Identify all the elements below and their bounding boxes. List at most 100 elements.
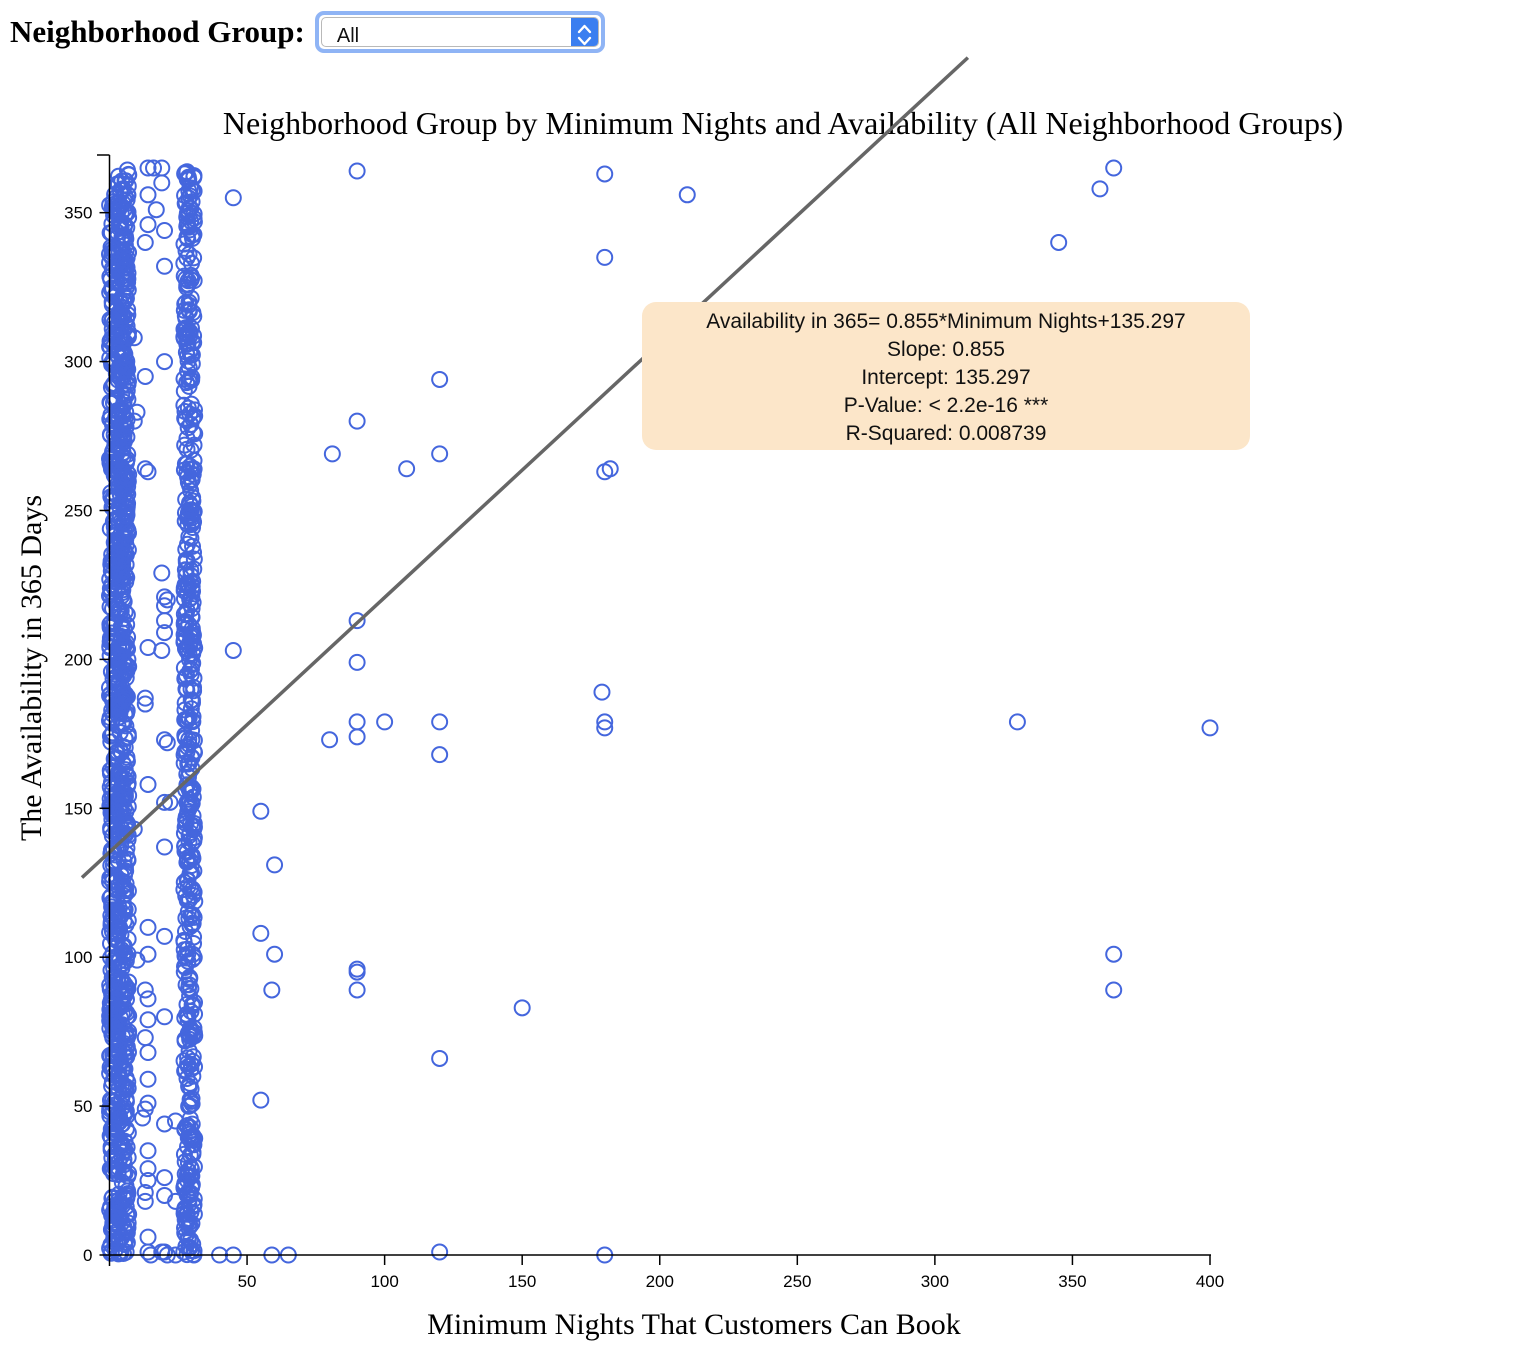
data-point bbox=[116, 236, 134, 254]
data-point bbox=[136, 1029, 154, 1047]
data-point bbox=[147, 201, 165, 219]
data-point bbox=[177, 566, 195, 584]
y-tick-label: 250 bbox=[64, 501, 92, 520]
data-point bbox=[106, 1124, 124, 1142]
data-point bbox=[321, 731, 339, 749]
data-point bbox=[176, 1009, 194, 1027]
data-point bbox=[431, 713, 449, 731]
data-point bbox=[185, 182, 203, 200]
data-point bbox=[105, 203, 123, 221]
data-point bbox=[181, 969, 199, 987]
data-point bbox=[184, 626, 202, 644]
data-point bbox=[177, 815, 195, 833]
data-point bbox=[1050, 233, 1068, 251]
data-point bbox=[156, 838, 174, 856]
data-point bbox=[182, 783, 200, 801]
data-point bbox=[114, 638, 132, 656]
data-point bbox=[179, 577, 197, 595]
data-point bbox=[101, 980, 119, 998]
data-point bbox=[180, 528, 198, 546]
data-point bbox=[252, 802, 270, 820]
data-point bbox=[176, 186, 194, 204]
data-point bbox=[179, 399, 197, 417]
data-point bbox=[184, 915, 202, 933]
data-point bbox=[175, 1052, 193, 1070]
updown-chevron-icon[interactable] bbox=[570, 18, 598, 46]
data-point bbox=[156, 731, 174, 749]
data-point bbox=[104, 310, 122, 328]
data-point bbox=[266, 945, 284, 963]
data-point bbox=[104, 376, 122, 394]
y-tick-label: 300 bbox=[64, 353, 92, 372]
data-point bbox=[116, 266, 134, 284]
data-point bbox=[116, 824, 134, 842]
data-point bbox=[115, 1061, 133, 1079]
data-point bbox=[183, 1136, 201, 1154]
data-point bbox=[119, 725, 137, 743]
data-point bbox=[156, 1243, 174, 1261]
data-point bbox=[139, 775, 157, 793]
data-point bbox=[102, 841, 120, 859]
data-point bbox=[102, 1242, 120, 1260]
y-tick-label: 0 bbox=[83, 1246, 92, 1265]
y-tick-label: 200 bbox=[64, 650, 92, 669]
data-point bbox=[103, 867, 121, 885]
data-point bbox=[176, 403, 194, 421]
data-point bbox=[106, 1151, 124, 1169]
data-point bbox=[348, 653, 366, 671]
data-point bbox=[139, 1011, 157, 1029]
x-tick-label: 200 bbox=[646, 1272, 674, 1291]
data-point bbox=[182, 254, 200, 272]
data-point bbox=[106, 928, 124, 946]
data-point bbox=[109, 960, 127, 978]
data-point bbox=[125, 329, 143, 347]
data-point bbox=[185, 408, 203, 426]
data-point bbox=[184, 951, 202, 969]
data-point bbox=[139, 1172, 157, 1190]
data-point bbox=[184, 694, 202, 712]
data-point bbox=[180, 218, 198, 236]
data-point bbox=[182, 271, 200, 289]
data-point bbox=[119, 1214, 137, 1232]
data-point bbox=[252, 1091, 270, 1109]
data-point bbox=[176, 455, 194, 473]
data-point bbox=[112, 627, 130, 645]
data-point bbox=[182, 596, 200, 614]
data-point bbox=[156, 588, 174, 606]
neighborhood-group-select[interactable]: All bbox=[314, 11, 605, 53]
x-tick-label: 100 bbox=[370, 1272, 398, 1291]
data-point bbox=[113, 363, 131, 381]
data-point bbox=[106, 531, 124, 549]
data-point bbox=[1105, 159, 1123, 177]
annotation-slope: Slope: 0.855 bbox=[887, 338, 1005, 361]
data-point bbox=[139, 1243, 157, 1261]
data-point bbox=[118, 1138, 136, 1156]
data-point bbox=[103, 565, 121, 583]
data-point bbox=[136, 689, 154, 707]
data-point bbox=[109, 1024, 127, 1042]
data-point bbox=[179, 945, 197, 963]
data-point bbox=[182, 795, 200, 813]
data-point bbox=[181, 1019, 199, 1037]
data-point bbox=[184, 713, 202, 731]
data-point bbox=[136, 695, 154, 713]
data-point bbox=[136, 1183, 154, 1201]
data-point bbox=[145, 159, 163, 177]
data-point bbox=[110, 435, 128, 453]
data-point bbox=[118, 503, 136, 521]
data-point bbox=[125, 412, 143, 430]
data-point bbox=[113, 255, 131, 273]
data-point bbox=[175, 1243, 193, 1261]
data-point bbox=[118, 191, 136, 209]
data-point bbox=[111, 700, 129, 718]
data-point bbox=[111, 485, 129, 503]
data-point bbox=[178, 667, 196, 685]
x-tick-label: 250 bbox=[783, 1272, 811, 1291]
data-point bbox=[601, 460, 619, 478]
data-point bbox=[178, 843, 196, 861]
data-point bbox=[183, 333, 201, 351]
data-point bbox=[181, 1097, 199, 1115]
data-point bbox=[175, 382, 193, 400]
y-tick-label: 350 bbox=[64, 204, 92, 223]
data-point bbox=[156, 222, 174, 240]
